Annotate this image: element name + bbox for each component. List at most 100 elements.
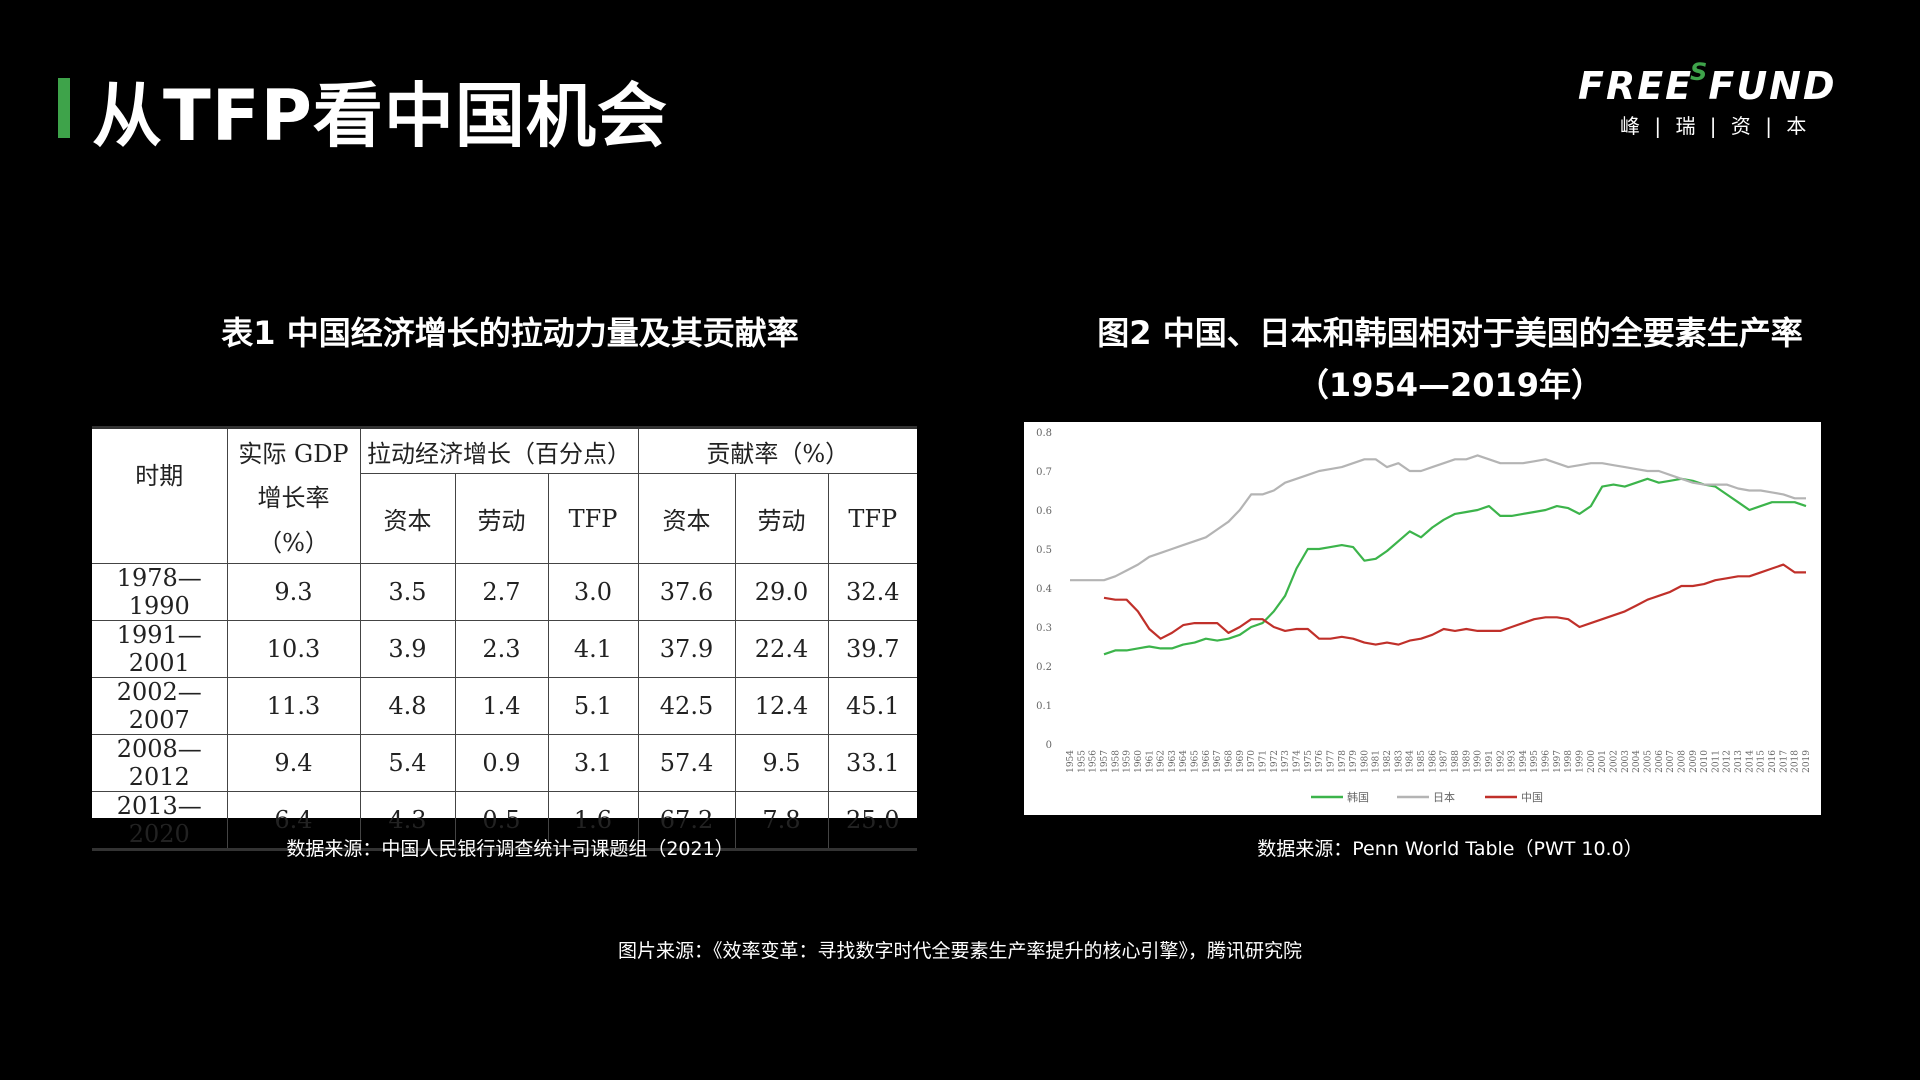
cell-gdp: 10.3 [226, 620, 360, 678]
table-row: 2008—2012 9.4 5.4 0.9 3.1 57.4 9.5 33.1 [92, 734, 917, 792]
header-contrib-tfp: TFP [827, 473, 917, 564]
x-tick-label: 1964 [1179, 750, 1189, 773]
x-tick-label: 1962 [1157, 750, 1167, 773]
header-pull-tfp: TFP [547, 473, 638, 564]
x-tick-label: 1959 [1123, 750, 1133, 773]
x-tick-label: 1984 [1406, 750, 1416, 773]
header-period: 时期 [92, 426, 227, 518]
figure-source: 数据来源：Penn World Table（PWT 10.0） [1257, 838, 1643, 860]
cell-pull-tfp: 3.1 [547, 734, 638, 792]
tfp-line-chart: 0 0.1 0.2 0.3 0.4 0.5 0.6 0.7 0.8 1954 1955 1956 195… [1024, 422, 1821, 815]
y-tick-label: 0.7 [1036, 467, 1052, 478]
x-tick-label: 2003 [1621, 750, 1631, 773]
y-tick-label: 0.2 [1036, 662, 1052, 673]
x-tick-label: 1989 [1462, 750, 1472, 773]
x-tick-label: 2006 [1655, 750, 1665, 773]
cell-pull-tfp: 1.6 [547, 791, 638, 851]
table-caption: 表1 中国经济增长的拉动力量及其贡献率 [221, 314, 799, 352]
x-tick-label: 1983 [1394, 750, 1404, 773]
x-tick-label: 1992 [1496, 750, 1506, 773]
cell-pull-capital: 4.3 [359, 791, 455, 851]
x-tick-label: 1982 [1383, 750, 1393, 773]
x-tick-label: 1957 [1100, 750, 1110, 773]
cell-pull-labor: 1.4 [454, 677, 548, 735]
cell-contrib-tfp: 33.1 [827, 734, 917, 792]
x-tick-label: 1974 [1292, 750, 1302, 773]
x-tick-label: 2016 [1768, 750, 1778, 773]
cell-period: 2008—2012 [92, 734, 227, 792]
x-tick-label: 1954 [1066, 750, 1076, 773]
cell-period: 1991—2001 [92, 620, 227, 678]
x-tick-label: 1978 [1338, 750, 1348, 773]
x-tick-label: 1986 [1428, 750, 1438, 773]
cell-period: 2002—2007 [92, 677, 227, 735]
header-gdp-line1: 实际 GDP [226, 426, 360, 474]
series-line-中国 [1103, 563, 1806, 646]
x-tick-label: 1998 [1564, 750, 1574, 773]
cell-contrib-tfp: 32.4 [827, 563, 917, 621]
x-tick-label: 2004 [1632, 750, 1642, 773]
table-row: 1978—1990 9.3 3.5 2.7 3.0 37.6 29.0 32.4 [92, 563, 917, 621]
x-tick-label: 1955 [1077, 750, 1087, 773]
cell-pull-tfp: 4.1 [547, 620, 638, 678]
legend-label: 韩国 [1347, 790, 1369, 804]
x-tick-label: 1981 [1372, 750, 1382, 773]
cell-pull-tfp: 5.1 [547, 677, 638, 735]
growth-contribution-table: 时期 实际 GDP 拉动经济增长（百分点） 贡献率（%） 增长率 资本 劳动 T… [92, 426, 917, 851]
x-tick-label: 1966 [1202, 750, 1212, 773]
x-tick-label: 1977 [1326, 750, 1336, 773]
y-tick-label: 0.8 [1036, 428, 1052, 439]
x-tick-label: 2007 [1666, 750, 1676, 773]
x-tick-label: 1969 [1236, 750, 1246, 773]
cell-contrib-labor: 9.5 [734, 734, 828, 792]
cell-pull-capital: 3.5 [359, 563, 455, 621]
legend-label: 中国 [1521, 791, 1543, 804]
cell-pull-capital: 3.9 [359, 620, 455, 678]
freesfund-logo: FREE FUND S 峰 | 瑞 | 资 | 本 [1578, 58, 1846, 140]
x-tick-label: 1999 [1576, 750, 1586, 773]
cell-contrib-labor: 22.4 [734, 620, 828, 678]
logo-wordmark: FREE FUND [1578, 64, 1837, 108]
x-tick-label: 1997 [1553, 750, 1563, 773]
x-tick-label: 1996 [1542, 750, 1552, 773]
y-tick-label: 0.1 [1036, 701, 1052, 712]
x-tick-label: 2019 [1802, 750, 1812, 773]
x-tick-label: 2011 [1711, 750, 1721, 773]
series-line-日本 [1070, 454, 1806, 582]
x-tick-label: 2010 [1700, 750, 1710, 773]
cell-contrib-labor: 29.0 [734, 563, 828, 621]
table-source: 数据来源：中国人民银行调查统计司课题组（2021） [286, 838, 734, 860]
x-tick-label: 1979 [1349, 750, 1359, 773]
table-row: 2013—2020 6.4 4.3 0.5 1.6 67.2 7.8 25.0 [92, 791, 917, 851]
cell-gdp: 9.3 [226, 563, 360, 621]
cell-contrib-tfp: 45.1 [827, 677, 917, 735]
x-tick-label: 2012 [1723, 750, 1733, 773]
x-tick-label: 1961 [1145, 750, 1155, 773]
header-contrib-group: 贡献率（%） [637, 426, 917, 474]
table-row: 1991—2001 10.3 3.9 2.3 4.1 37.9 22.4 39.… [92, 620, 917, 678]
cell-pull-labor: 2.3 [454, 620, 548, 678]
cell-contrib-capital: 37.6 [637, 563, 735, 621]
cell-contrib-capital: 67.2 [637, 791, 735, 851]
x-tick-label: 1991 [1485, 750, 1495, 773]
x-tick-label: 1994 [1519, 750, 1529, 773]
page-title: 从TFP看中国机会 [92, 75, 668, 157]
x-tick-label: 1963 [1168, 750, 1178, 773]
x-tick-label: 1972 [1270, 750, 1280, 773]
cell-gdp: 11.3 [226, 677, 360, 735]
cell-contrib-labor: 7.8 [734, 791, 828, 851]
x-tick-label: 1995 [1530, 750, 1540, 773]
y-tick-label: 0.4 [1036, 584, 1052, 595]
header-gdp-line2: 增长率 [226, 473, 360, 518]
header-pull-labor: 劳动 [454, 473, 548, 564]
x-tick-label: 2018 [1791, 750, 1801, 773]
x-tick-label: 2009 [1689, 750, 1699, 773]
cell-gdp: 6.4 [226, 791, 360, 851]
header-pull-capital: 资本 [359, 473, 455, 564]
title-accent-bar [58, 78, 70, 138]
figure-caption-line1: 图2 中国、日本和韩国相对于美国的全要素生产率 [1097, 314, 1803, 352]
x-tick-label: 1960 [1134, 750, 1144, 773]
x-tick-label: 2001 [1598, 750, 1608, 773]
figure-caption-line2: （1954—2019年） [1296, 366, 1604, 404]
